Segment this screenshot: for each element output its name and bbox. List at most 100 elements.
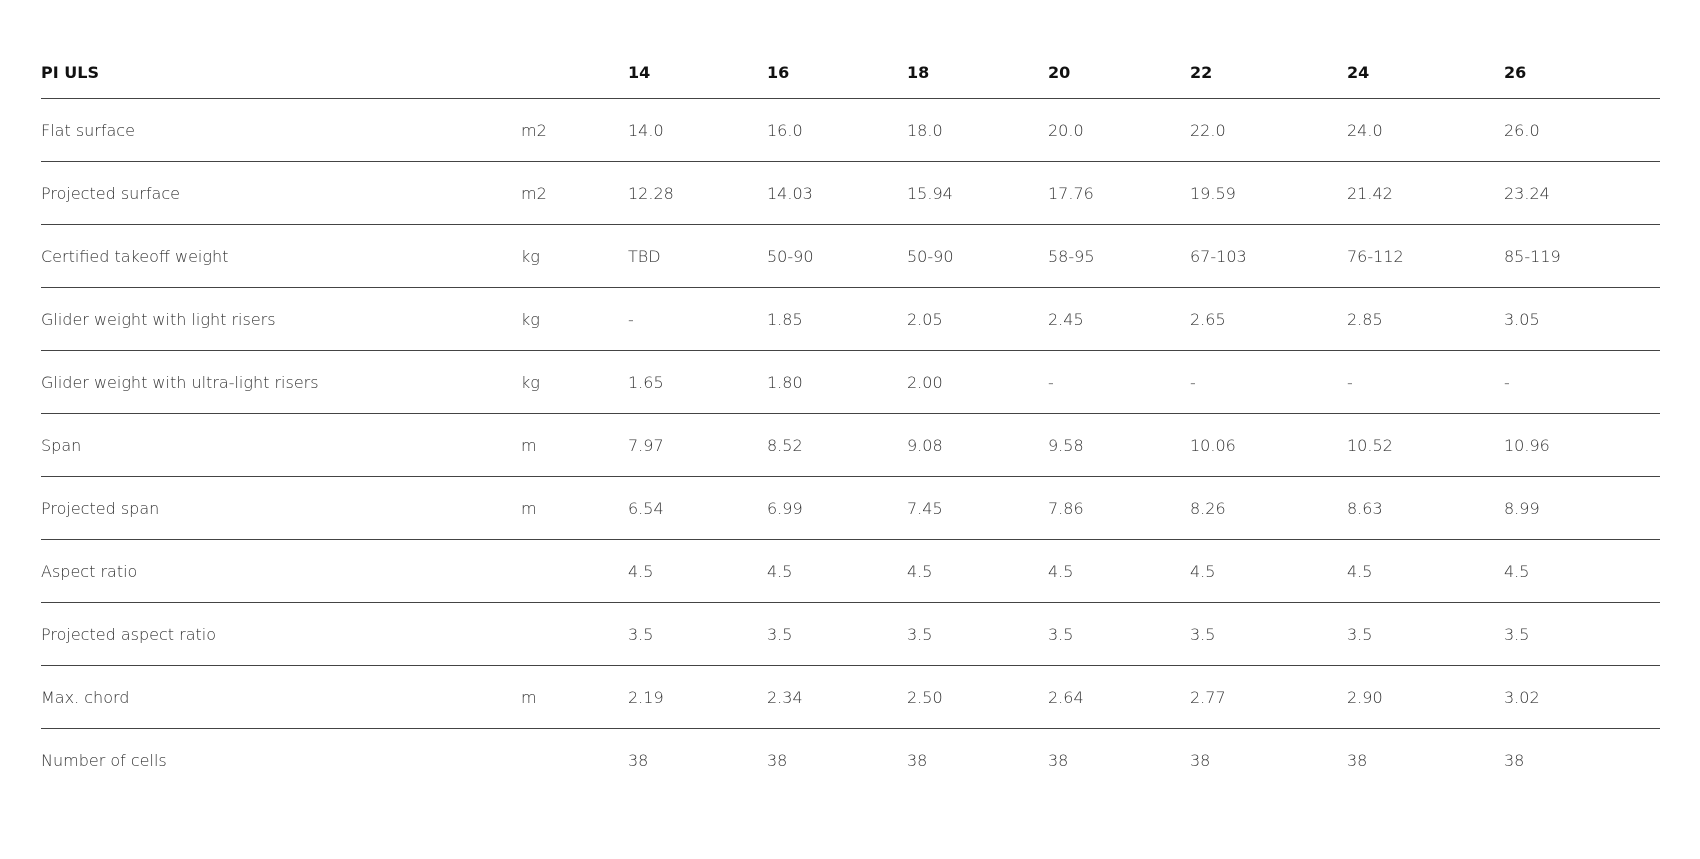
row-label: Projected aspect ratio <box>41 602 521 666</box>
row-label: Number of cells <box>41 750 167 770</box>
cell-value: 2.50 <box>907 665 1048 729</box>
cell-value: 38 <box>767 750 788 770</box>
table-row: Flat surface m2 14.0 16.0 18.0 20.0 22.0 24.0 26… <box>41 98 1660 162</box>
table-row: Projected span m 6.54 6.99 7.45 7.86 8.26 8.63 8… <box>41 476 1660 540</box>
cell-value: 7.86 <box>1048 476 1190 540</box>
cell-value: 6.54 <box>628 476 767 540</box>
cell-value: 2.00 <box>907 350 1048 414</box>
cell-value: - <box>1504 350 1660 414</box>
cell-value: 4.5 <box>1347 539 1504 603</box>
table-row: Glider weight with ultra-light risers kg 1… <box>41 350 1660 414</box>
row-label: Flat surface <box>41 98 521 162</box>
cell-value: 24.0 <box>1347 98 1504 162</box>
cell-value: 3.5 <box>1347 602 1504 666</box>
cell-value: 4.5 <box>1190 539 1347 603</box>
size-header: 14 <box>628 47 767 99</box>
cell-value: 85-119 <box>1504 224 1660 288</box>
row-label: Span <box>41 413 521 477</box>
size-header: 26 <box>1504 47 1660 99</box>
cell-value: 7.97 <box>628 413 767 477</box>
cell-value: 2.85 <box>1347 287 1504 351</box>
cell-value: 1.85 <box>767 287 907 351</box>
cell-value: 38 <box>1504 750 1525 770</box>
cell-value: 10.06 <box>1190 413 1347 477</box>
cell-value: 26.0 <box>1504 98 1660 162</box>
cell-value: 67-103 <box>1190 224 1347 288</box>
row-unit: m <box>521 476 628 540</box>
cell-value: 2.05 <box>907 287 1048 351</box>
row-label: Certified takeoff weight <box>41 224 521 288</box>
row-unit: m <box>521 413 628 477</box>
cell-value: 3.5 <box>1048 602 1190 666</box>
cell-value: 2.19 <box>628 665 767 729</box>
cell-value: 4.5 <box>1048 539 1190 603</box>
cell-value: 3.5 <box>767 602 907 666</box>
cell-value: 50-90 <box>767 224 907 288</box>
cell-value: 6.99 <box>767 476 907 540</box>
cell-value: 4.5 <box>907 539 1048 603</box>
size-header: 22 <box>1190 47 1347 99</box>
cell-value: 8.63 <box>1347 476 1504 540</box>
row-unit <box>521 602 628 666</box>
cell-value: 58-95 <box>1048 224 1190 288</box>
cell-value: 14.0 <box>628 98 767 162</box>
row-unit: m2 <box>521 161 628 225</box>
row-label: Projected span <box>41 476 521 540</box>
cell-value: 3.05 <box>1504 287 1660 351</box>
cell-value: 16.0 <box>767 98 907 162</box>
cell-value: 38 <box>628 750 649 770</box>
table-row: Max. chord m 2.19 2.34 2.50 2.64 2.77 2.90 3.02 <box>41 665 1660 729</box>
specifications-table: PI ULS 14 16 18 20 22 24 26 Flat surface m2 14.0… <box>41 47 1660 791</box>
cell-value: 38 <box>1048 750 1069 770</box>
cell-value: 2.34 <box>767 665 907 729</box>
cell-value: 20.0 <box>1048 98 1190 162</box>
row-label: Glider weight with light risers <box>41 287 521 351</box>
size-header: 24 <box>1347 47 1504 99</box>
cell-value: 8.26 <box>1190 476 1347 540</box>
table-row: Certified takeoff weight kg TBD 50-90 50-90 5… <box>41 224 1660 288</box>
row-unit <box>521 539 628 603</box>
cell-value: 38 <box>1190 750 1211 770</box>
cell-value: 38 <box>907 750 928 770</box>
table-row: Number of cells 38 38 38 38 38 38 38 <box>41 729 1660 792</box>
cell-value: 50-90 <box>907 224 1048 288</box>
size-header: 20 <box>1048 47 1190 99</box>
cell-value: 3.5 <box>907 602 1048 666</box>
cell-value: 8.52 <box>767 413 907 477</box>
cell-value: - <box>628 287 767 351</box>
cell-value: 19.59 <box>1190 161 1347 225</box>
cell-value: 18.0 <box>907 98 1048 162</box>
cell-value: TBD <box>628 224 767 288</box>
cell-value: - <box>1190 350 1347 414</box>
cell-value: 2.90 <box>1347 665 1504 729</box>
row-label: Max. chord <box>41 665 521 729</box>
cell-value: 3.5 <box>1504 602 1660 666</box>
size-header: 16 <box>767 47 907 99</box>
row-unit: kg <box>521 287 628 351</box>
table-row: Glider weight with light risers kg -1.85 2.… <box>41 287 1660 351</box>
row-label: Glider weight with ultra-light risers <box>41 350 521 414</box>
cell-value: 8.99 <box>1504 476 1660 540</box>
table-row: Aspect ratio 4.5 4.5 4.5 4.5 4.5 4.5 4.5 <box>41 539 1660 603</box>
row-unit: kg <box>521 224 628 288</box>
cell-value: 17.76 <box>1048 161 1190 225</box>
cell-value: 9.58 <box>1048 413 1190 477</box>
cell-value: 2.64 <box>1048 665 1190 729</box>
table-title: PI ULS <box>41 47 521 99</box>
table-row: Projected aspect ratio 3.5 3.5 3.5 3.5 3.5 3.5… <box>41 602 1660 666</box>
cell-value: - <box>1048 350 1190 414</box>
cell-value: 3.02 <box>1504 665 1660 729</box>
cell-value: 1.80 <box>767 350 907 414</box>
cell-value: 2.77 <box>1190 665 1347 729</box>
cell-value: 4.5 <box>628 539 767 603</box>
row-label: Aspect ratio <box>41 539 521 603</box>
row-unit: m2 <box>521 98 628 162</box>
cell-value: 76-112 <box>1347 224 1504 288</box>
cell-value: 14.03 <box>767 161 907 225</box>
row-unit: m <box>521 665 628 729</box>
cell-value: 22.0 <box>1190 98 1347 162</box>
row-label: Projected surface <box>41 161 521 225</box>
cell-value: 15.94 <box>907 161 1048 225</box>
row-unit <box>521 729 628 792</box>
cell-value: 7.45 <box>907 476 1048 540</box>
